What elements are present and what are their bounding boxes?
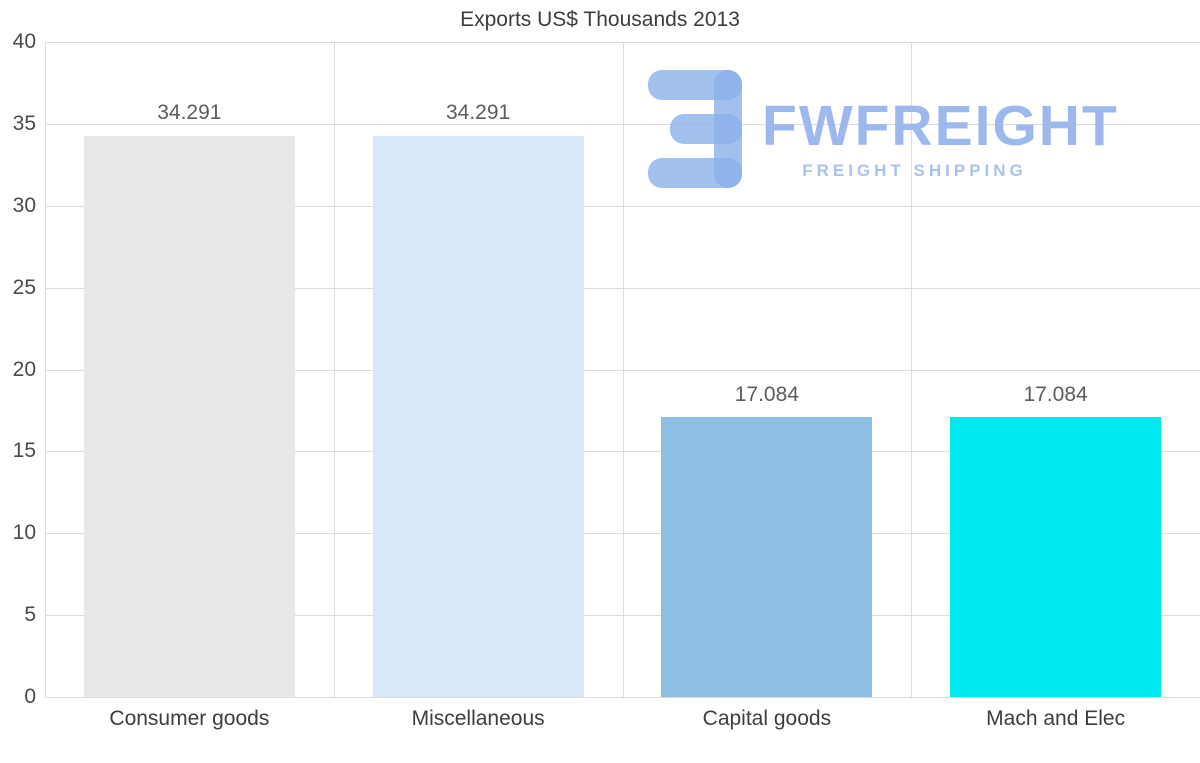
y-tick-label: 30 (12, 193, 36, 217)
chart-title: Exports US$ Thousands 2013 (460, 8, 740, 31)
gridline-x-3 (911, 42, 913, 697)
gridline-x-0 (45, 42, 46, 697)
y-tick-label: 25 (12, 275, 36, 299)
y-tick-label: 0 (24, 685, 36, 708)
bar-value-label: 34.291 (157, 101, 222, 125)
y-tick-label: 15 (12, 439, 36, 463)
y-tick-label: 35 (12, 111, 36, 135)
y-tick-label: 10 (12, 521, 36, 545)
bar-miscellaneous (372, 135, 584, 697)
x-axis-labels: Consumer goods Miscellaneous Capital goods… (45, 707, 1200, 731)
gridline-x-2 (622, 42, 624, 697)
bar-capital-goods (661, 417, 873, 697)
y-axis: 0 5 10 15 20 25 30 35 40 (0, 30, 36, 708)
bar-mach-and-elec (950, 417, 1161, 697)
y-tick-label: 5 (24, 603, 36, 627)
x-tick-label: Miscellaneous (411, 707, 545, 730)
gridline-x-1 (333, 42, 335, 697)
x-tick-label: Mach and Elec (986, 707, 1126, 730)
bar-value-label: 34.291 (445, 101, 511, 125)
x-tick-label: Capital goods (702, 707, 832, 730)
x-tick-label: Consumer goods (109, 707, 270, 730)
bar-value-label: 17.084 (1023, 383, 1088, 407)
y-tick-label: 20 (12, 357, 36, 381)
y-tick-label: 40 (12, 30, 36, 53)
bar-consumer-goods (83, 135, 295, 697)
gridline-y-0 (45, 697, 1200, 698)
bar-value-label: 17.084 (734, 383, 799, 407)
plot-area: 34.291 34.291 17.084 17.084 (45, 42, 1200, 698)
